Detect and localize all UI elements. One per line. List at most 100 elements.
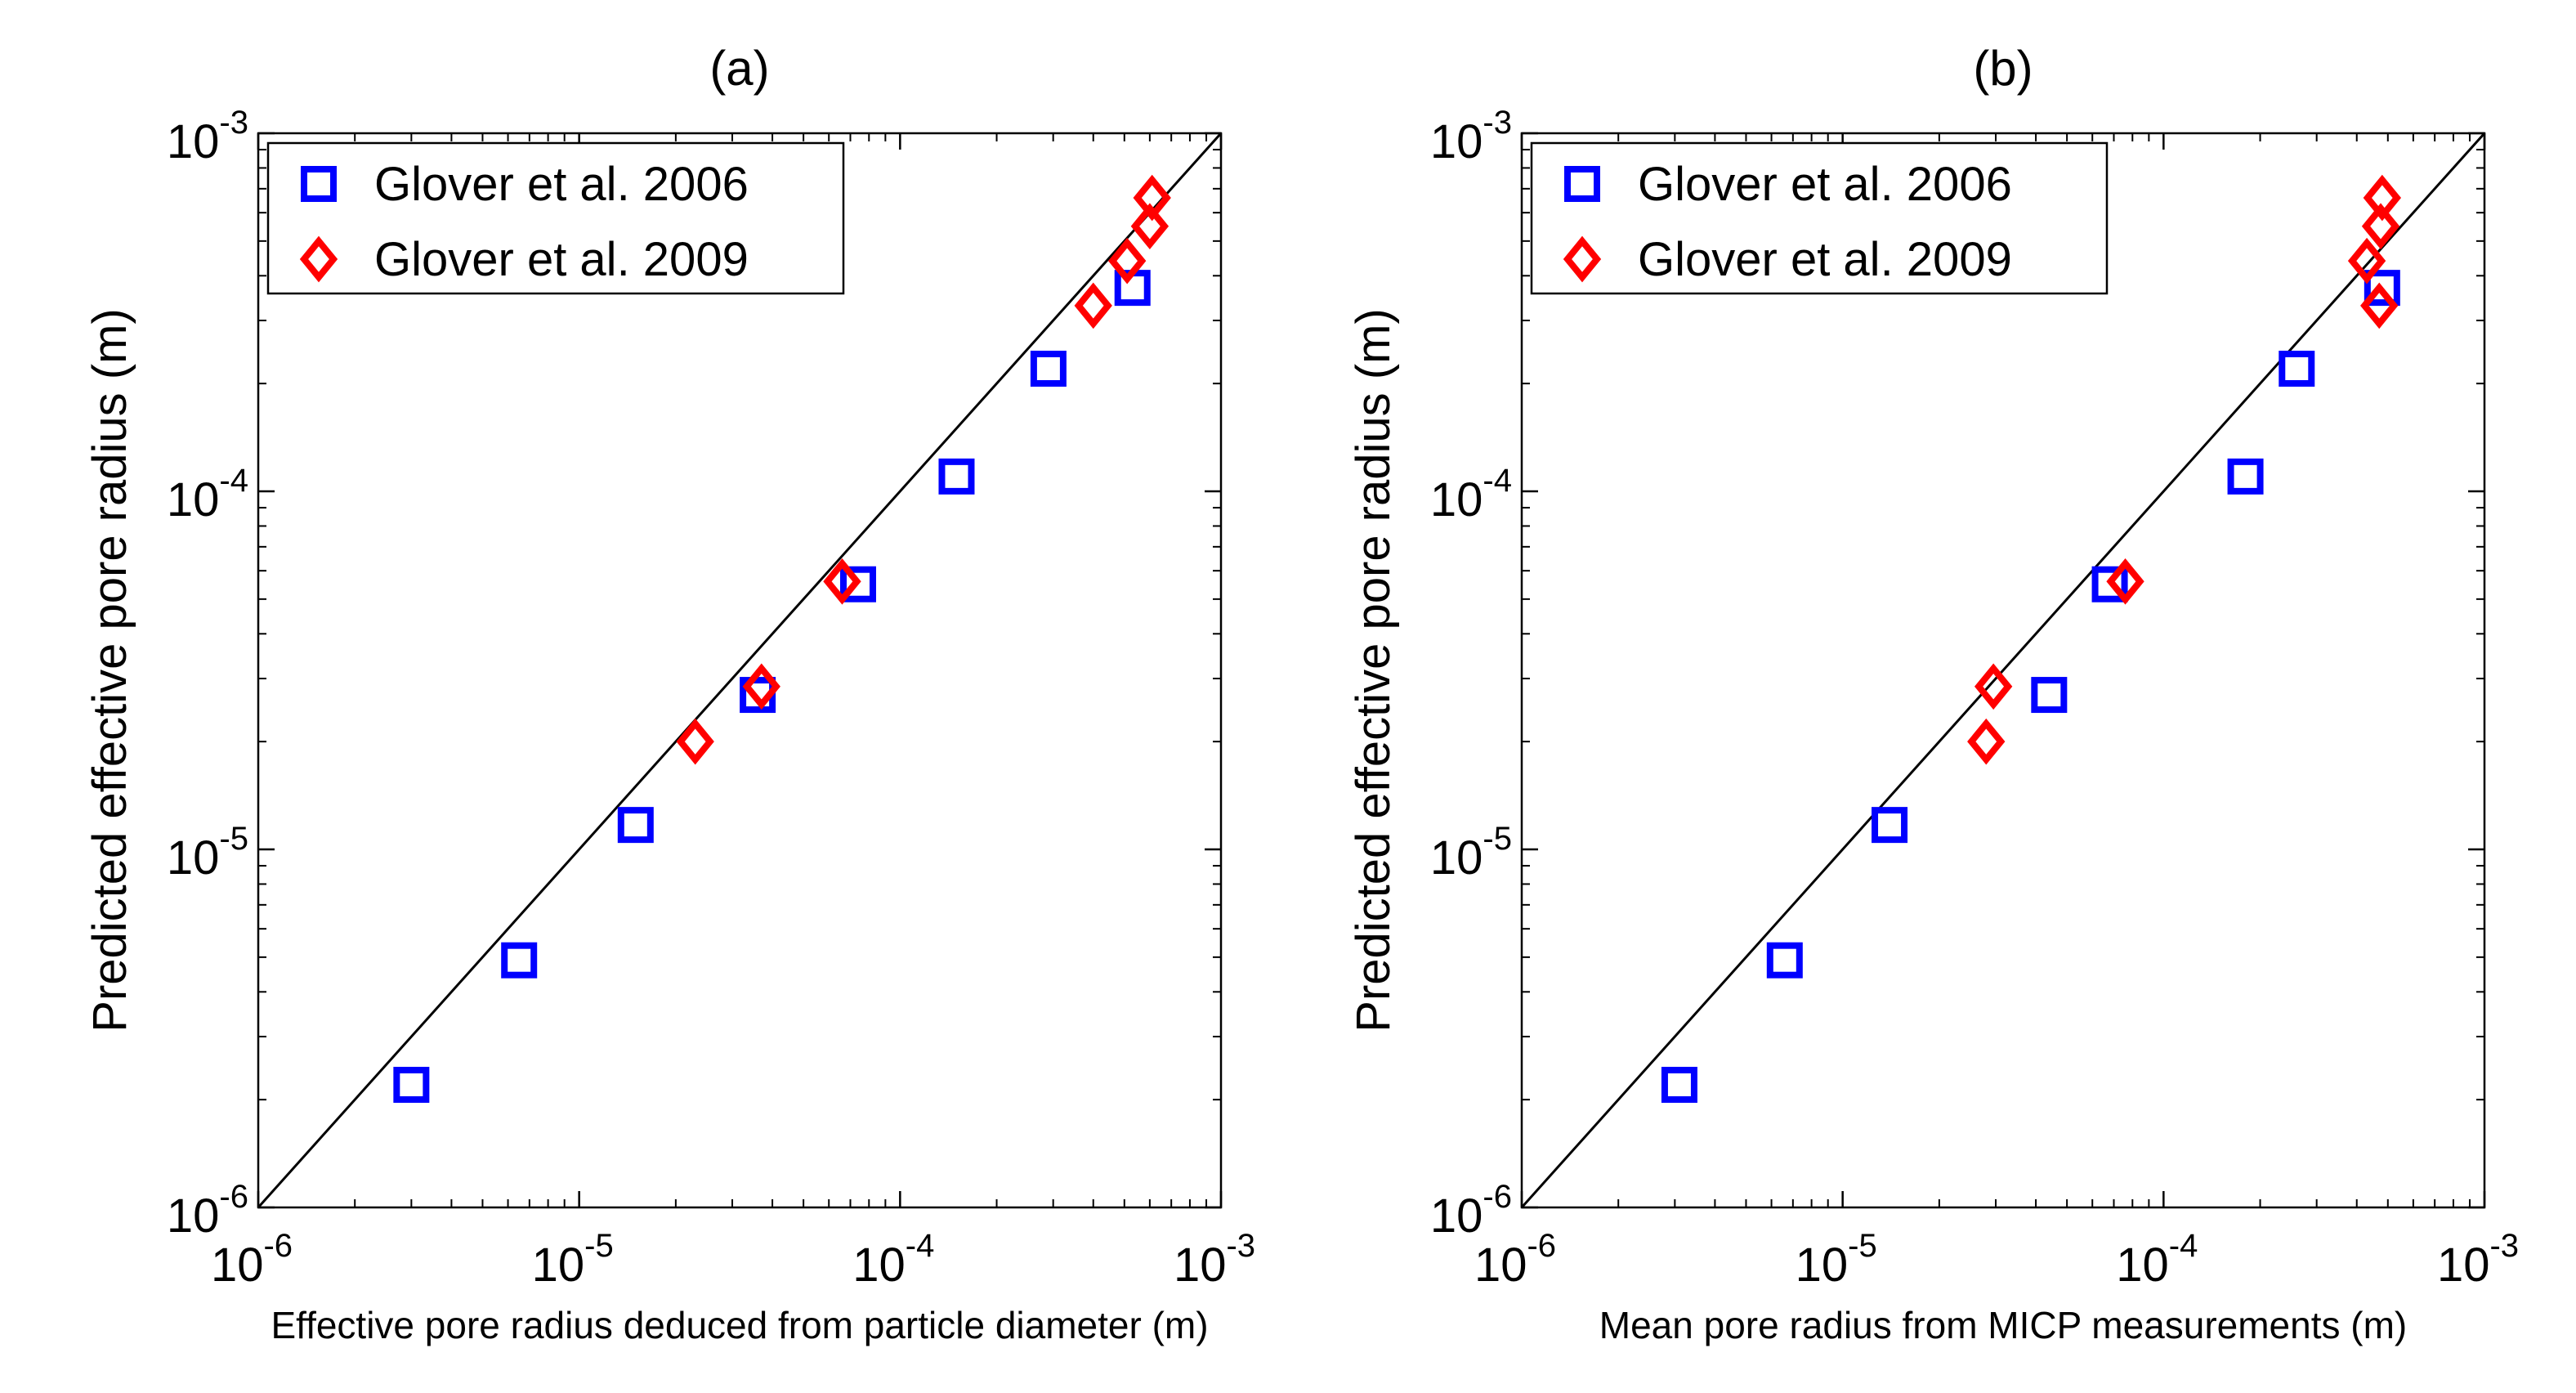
y-tick-base: 10 [1430, 473, 1483, 526]
y-tick-exponent: -6 [219, 1179, 248, 1215]
legend-label: Glover et al. 2009 [374, 233, 749, 286]
x-tick-exponent: -5 [1848, 1228, 1877, 1264]
data-point-square [839, 566, 876, 602]
x-tick-base: 10 [1174, 1238, 1227, 1292]
y-tick-base: 10 [167, 1189, 220, 1243]
legend-label: Glover et al. 2006 [374, 158, 749, 211]
reference-line [1520, 132, 2486, 1209]
data-point-diamond [2347, 237, 2386, 284]
data-point-diamond [1130, 203, 1169, 250]
x-tick-label: 10-4 [2116, 1228, 2198, 1292]
series-1 [393, 270, 1151, 1104]
data-point-square [501, 942, 538, 979]
x-tick-exponent: -6 [1527, 1228, 1556, 1264]
data-point-diamond [823, 558, 861, 605]
data-point-square [2031, 677, 2068, 714]
x-axis-label: Effective pore radius deduced from parti… [271, 1304, 1208, 1346]
y-tick-base: 10 [167, 831, 220, 885]
y-tick-label: 10-6 [1430, 1179, 1512, 1243]
chart-title: (a) [709, 41, 769, 96]
legend: Glover et al. 2006 Glover et al. 2009 [1530, 141, 2109, 295]
y-tick-label: 10-4 [1430, 463, 1512, 526]
y-tick-exponent: -4 [1483, 463, 1512, 499]
data-point-square [1030, 351, 1067, 387]
y-tick-label: 10-4 [167, 463, 248, 526]
y-tick-base: 10 [167, 115, 220, 168]
x-tick-label: 10-5 [532, 1228, 614, 1292]
data-point-square [938, 458, 975, 495]
series-1 [1661, 270, 2400, 1104]
legend-box [1530, 141, 2109, 295]
legend-label: Glover et al. 2006 [1638, 158, 2012, 211]
data-point-diamond [2361, 203, 2400, 250]
legend-marker-square [301, 166, 337, 202]
x-tick-label: 10-5 [1796, 1228, 1877, 1292]
x-tick-label: 10-6 [1474, 1228, 1556, 1292]
y-tick-base: 10 [1430, 1189, 1483, 1243]
x-tick-label: 10-6 [211, 1228, 293, 1292]
x-tick-base: 10 [532, 1238, 585, 1292]
y-axis-label: Predicted effective pore radius (m) [83, 308, 136, 1032]
chart-title: (b) [1973, 41, 2033, 96]
chart-panel-b: 10-6 10-5 10-4 10-310-610-510-410-3(b)Mean … [1347, 41, 2519, 1346]
legend-box [266, 141, 845, 295]
data-point-diamond [1074, 282, 1112, 329]
x-tick-base: 10 [211, 1238, 264, 1292]
data-point-diamond [676, 718, 714, 765]
data-point-diamond [2360, 282, 2399, 329]
y-tick-label: 10-3 [167, 105, 248, 168]
y-tick-exponent: -5 [219, 821, 248, 857]
x-tick-exponent: -3 [2489, 1228, 2519, 1264]
data-point-square [2279, 351, 2315, 387]
y-tick-exponent: -6 [1483, 1179, 1512, 1215]
y-tick-exponent: -3 [219, 105, 248, 141]
y-tick-label: 10-3 [1430, 105, 1512, 168]
data-point-square [617, 807, 654, 844]
data-point-diamond [2106, 558, 2144, 605]
y-tick-exponent: -5 [1483, 821, 1512, 857]
x-tick-base: 10 [2116, 1238, 2169, 1292]
data-point-square [2091, 566, 2128, 602]
x-tick-label: 10-3 [1174, 1228, 1255, 1292]
data-point-square [393, 1067, 430, 1104]
series-2 [676, 174, 1171, 765]
x-tick-base: 10 [1796, 1238, 1849, 1292]
y-tick-base: 10 [1430, 831, 1483, 885]
chart-panel-a: 10-6 10-5 10-4 10-310-610-510-410-3(a)Effec… [83, 41, 1255, 1346]
x-tick-exponent: -4 [906, 1228, 935, 1264]
x-tick-label: 10-4 [852, 1228, 934, 1292]
legend-marker-diamond [299, 235, 338, 283]
y-tick-label: 10-5 [167, 821, 248, 885]
data-point-diamond [1967, 718, 2006, 765]
data-point-square [2364, 270, 2400, 307]
y-tick-label: 10-5 [1430, 821, 1512, 885]
x-tick-base: 10 [2437, 1238, 2490, 1292]
series-2 [1967, 174, 2402, 765]
x-tick-base: 10 [852, 1238, 906, 1292]
x-axis-label: Mean pore radius from MICP measurements … [1599, 1304, 2407, 1346]
x-tick-label: 10-3 [2437, 1228, 2519, 1292]
y-tick-exponent: -3 [1483, 105, 1512, 141]
y-tick-base: 10 [167, 473, 220, 526]
data-point-diamond [1974, 663, 2013, 710]
data-point-diamond [2363, 174, 2402, 222]
data-point-square [1872, 807, 1908, 844]
data-point-diamond [1108, 237, 1147, 284]
data-point-square [2227, 458, 2264, 495]
reference-line [257, 132, 1223, 1209]
x-tick-exponent: -3 [1226, 1228, 1255, 1264]
data-point-square [1766, 942, 1803, 979]
legend: Glover et al. 2006 Glover et al. 2009 [266, 141, 845, 295]
legend-marker-square [1564, 166, 1600, 202]
y-tick-label: 10-6 [167, 1179, 248, 1243]
x-tick-base: 10 [1474, 1238, 1527, 1292]
y-tick-base: 10 [1430, 115, 1483, 168]
x-tick-exponent: -5 [584, 1228, 614, 1264]
data-point-diamond [1133, 174, 1171, 222]
data-point-square [1661, 1067, 1697, 1104]
data-point-diamond [742, 663, 780, 710]
y-tick-exponent: -4 [219, 463, 248, 499]
legend-label: Glover et al. 2009 [1638, 233, 2012, 286]
x-tick-exponent: -6 [263, 1228, 293, 1264]
